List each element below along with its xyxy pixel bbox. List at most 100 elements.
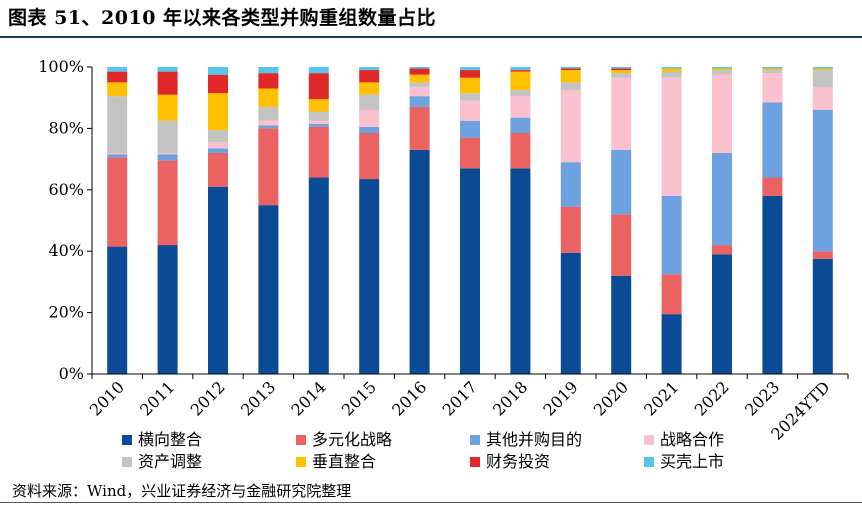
bar-segment-2013-3 (258, 120, 279, 126)
bar-segment-2016-6 (409, 68, 430, 75)
bar-segment-2024YTD-0 (812, 258, 833, 374)
x-tick-label: 2010 (86, 377, 128, 419)
bar-segment-2023-3 (762, 73, 783, 103)
bar-segment-2023-0 (762, 195, 783, 374)
bar-segment-2023-2 (762, 102, 783, 178)
bar-segment-2023-1 (762, 177, 783, 196)
bar-segment-2020-4 (611, 73, 632, 78)
x-tick-label: 2020 (590, 377, 632, 419)
bar-segment-2019-5 (560, 70, 581, 83)
bar-segment-2019-7 (560, 67, 581, 69)
bar-segment-2018-7 (510, 67, 531, 71)
bar-segment-2015-2 (359, 126, 380, 134)
legend-swatch-7 (644, 457, 654, 467)
bar-segment-2014-2 (308, 123, 329, 127)
bar-segment-2021-7 (661, 67, 682, 69)
bar-segment-2012-5 (208, 93, 228, 130)
bar-segment-2010-1 (107, 157, 128, 247)
bar-segment-2016-2 (409, 96, 430, 107)
bar-segment-2020-0 (611, 275, 632, 374)
bar-segment-2024YTD-1 (812, 251, 833, 259)
legend-label-7: 买壳上市 (660, 452, 724, 471)
bar-segment-2019-0 (560, 252, 581, 374)
bar-segment-2022-2 (712, 152, 732, 246)
bar-segment-2015-7 (359, 67, 380, 71)
bar-segment-2010-4 (107, 96, 128, 153)
bar-segment-2012-6 (208, 74, 228, 94)
bar-segment-2024YTD-2 (812, 109, 833, 252)
legend-label-2: 其他并购目的 (486, 430, 582, 449)
bar-segment-2021-4 (661, 71, 682, 78)
bar-segment-2012-0 (208, 186, 228, 374)
bar-segment-2012-3 (208, 142, 228, 149)
bar-segment-2012-4 (208, 129, 228, 143)
bar-segment-2015-3 (359, 109, 380, 127)
chart-title: 图表 51、2010 年以来各类型并购重组数量占比 (8, 7, 437, 29)
title-divider (0, 36, 862, 38)
bar-segment-2017-0 (460, 168, 480, 374)
bar-segment-2011-0 (157, 245, 178, 374)
bar-segment-2024YTD-5 (812, 68, 833, 71)
x-tick-label: 2012 (187, 377, 229, 419)
legend-label-5: 垂直整合 (312, 452, 376, 471)
bar-segment-2011-7 (157, 67, 178, 72)
legend-swatch-1 (296, 435, 306, 445)
bar-segment-2020-6 (611, 68, 632, 71)
bar-segment-2021-5 (661, 68, 682, 72)
x-tick-label: 2022 (691, 377, 733, 419)
legend-label-3: 战略合作 (660, 430, 724, 449)
bar-segment-2016-4 (409, 82, 430, 87)
legend-swatch-5 (296, 457, 306, 467)
bar-segment-2021-3 (661, 77, 682, 196)
x-tick-label: 2017 (439, 377, 481, 419)
y-tick-label: 20% (48, 303, 84, 322)
x-tick-label: 2016 (388, 377, 430, 419)
bar-segment-2022-4 (712, 70, 732, 75)
x-tick-label: 2019 (539, 377, 581, 419)
bar-segment-2017-5 (460, 77, 480, 94)
bar-segment-2021-1 (661, 274, 682, 315)
bar-segment-2018-2 (510, 117, 531, 134)
bar-segment-2011-5 (157, 94, 178, 121)
bar-segment-2018-0 (510, 168, 531, 374)
bar-segment-2012-7 (208, 67, 228, 75)
bar-segment-2020-2 (611, 149, 632, 215)
bar-segment-2014-6 (308, 73, 329, 100)
bar-segment-2010-2 (107, 154, 128, 158)
bar-segment-2017-6 (460, 70, 480, 78)
bar-segment-2020-3 (611, 77, 632, 150)
bar-segment-2014-7 (308, 67, 329, 74)
bar-segment-2010-6 (107, 71, 128, 83)
bar-segment-2010-5 (107, 82, 128, 97)
bar-segment-2019-6 (560, 68, 581, 71)
bar-segment-2018-5 (510, 71, 531, 91)
legend-label-1: 多元化战略 (312, 430, 392, 449)
footer-divider (0, 502, 862, 503)
bar-segment-2011-6 (157, 71, 178, 95)
bar-segment-2020-1 (611, 214, 632, 276)
bar-segment-2018-3 (510, 96, 531, 118)
bar-segment-2015-5 (359, 82, 380, 95)
bar-segment-2011-3 (157, 152, 178, 155)
bar-segment-2011-1 (157, 160, 178, 246)
bar-segment-2022-1 (712, 245, 732, 255)
bar-segment-2017-3 (460, 100, 480, 121)
bar-segment-2013-5 (258, 88, 279, 107)
bar-segment-2016-5 (409, 74, 430, 83)
bar-segment-2015-4 (359, 94, 380, 110)
bar-segment-2022-3 (712, 74, 732, 153)
bar-segment-2024YTD-4 (812, 70, 833, 87)
bar-segment-2011-2 (157, 154, 178, 161)
bar-segment-2013-2 (258, 125, 279, 129)
bar-segment-2012-2 (208, 148, 228, 153)
bar-segment-2010-3 (107, 152, 128, 155)
bar-segment-2010-7 (107, 67, 128, 72)
stacked-bar-chart: 0%20%40%60%80%100%2010 2011 2012 2013 2014 20… (38, 57, 849, 471)
bars-layer (107, 67, 833, 374)
bar-segment-2014-5 (308, 99, 329, 112)
legend-label-0: 横向整合 (138, 430, 202, 449)
legend-swatch-4 (122, 457, 132, 467)
bar-segment-2022-5 (712, 68, 732, 71)
y-tick-label: 0% (59, 364, 84, 383)
bar-segment-2016-3 (409, 86, 430, 97)
